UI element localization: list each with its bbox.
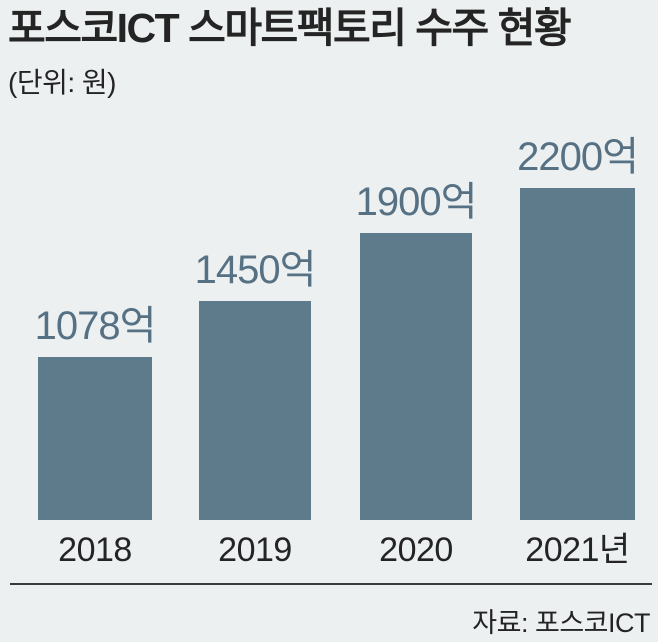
- bar-2020: [360, 233, 472, 520]
- unit-label: (단위: 원): [8, 67, 117, 98]
- axis-label-2019: 2019: [218, 531, 292, 569]
- chart-title: 포스코ICT 스마트팩토리 수주 현황: [8, 5, 572, 51]
- bar-group-2021: 2200억: [517, 135, 639, 520]
- axis-label-2021: 2021년: [525, 531, 630, 569]
- value-label-2020: 1900억: [355, 180, 478, 224]
- bar-2021: [520, 188, 635, 520]
- bar-2018: [38, 357, 152, 520]
- value-label-2019: 1450억: [194, 248, 317, 292]
- axis-label-2020: 2020: [379, 531, 453, 569]
- bar-group-2019: 1450억: [195, 250, 316, 520]
- value-label-2018: 1078억: [34, 304, 157, 348]
- axis-label-2018: 2018: [58, 531, 132, 569]
- bar-group-2020: 1900억: [356, 182, 477, 520]
- source-label: 자료: 포스코ICT: [472, 608, 650, 638]
- bar-group-2018: 1078억: [35, 306, 156, 520]
- footer-divider: [10, 583, 652, 585]
- value-label-2021: 2200억: [517, 135, 639, 179]
- bar-2019: [199, 301, 311, 520]
